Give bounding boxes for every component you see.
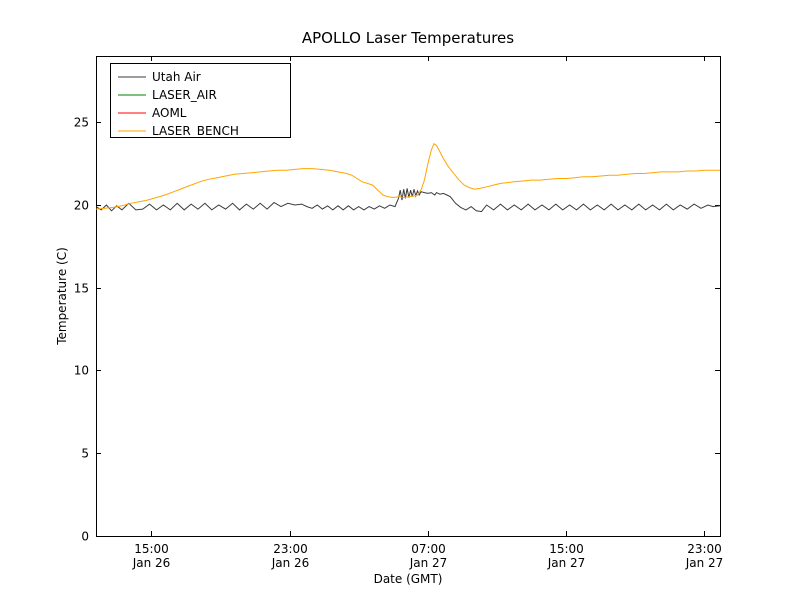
svg-text:Jan 27: Jan 27: [685, 556, 724, 570]
svg-text:10: 10: [74, 364, 89, 378]
svg-text:20: 20: [74, 199, 89, 213]
legend: Utah Air LASER_AIR AOML LASER_BENCH: [110, 63, 291, 138]
svg-text:15:00: 15:00: [549, 542, 584, 556]
legend-label: LASER_AIR: [152, 88, 217, 102]
svg-text:0: 0: [81, 530, 89, 544]
svg-text:5: 5: [81, 447, 89, 461]
plot-frame: [96, 56, 721, 537]
svg-text:Jan 27: Jan 27: [409, 556, 448, 570]
svg-text:15:00: 15:00: [134, 542, 169, 556]
svg-text:Jan 27: Jan 27: [547, 556, 586, 570]
plot-series: [95, 142, 721, 213]
y-axis-label: Temperature (C): [55, 247, 69, 346]
chart-title: APOLLO Laser Temperatures: [302, 29, 514, 47]
svg-text:15: 15: [74, 282, 89, 296]
legend-label: Utah Air: [152, 70, 201, 84]
svg-text:Jan 26: Jan 26: [271, 556, 310, 570]
svg-text:23:00: 23:00: [273, 542, 308, 556]
svg-text:25: 25: [74, 116, 89, 130]
legend-label: LASER_BENCH: [152, 124, 239, 138]
legend-box: [110, 63, 291, 138]
svg-text:23:00: 23:00: [687, 542, 722, 556]
svg-text:07:00: 07:00: [411, 542, 446, 556]
x-axis-label: Date (GMT): [374, 572, 443, 586]
svg-text:Jan 26: Jan 26: [132, 556, 171, 570]
legend-label: AOML: [152, 106, 187, 120]
